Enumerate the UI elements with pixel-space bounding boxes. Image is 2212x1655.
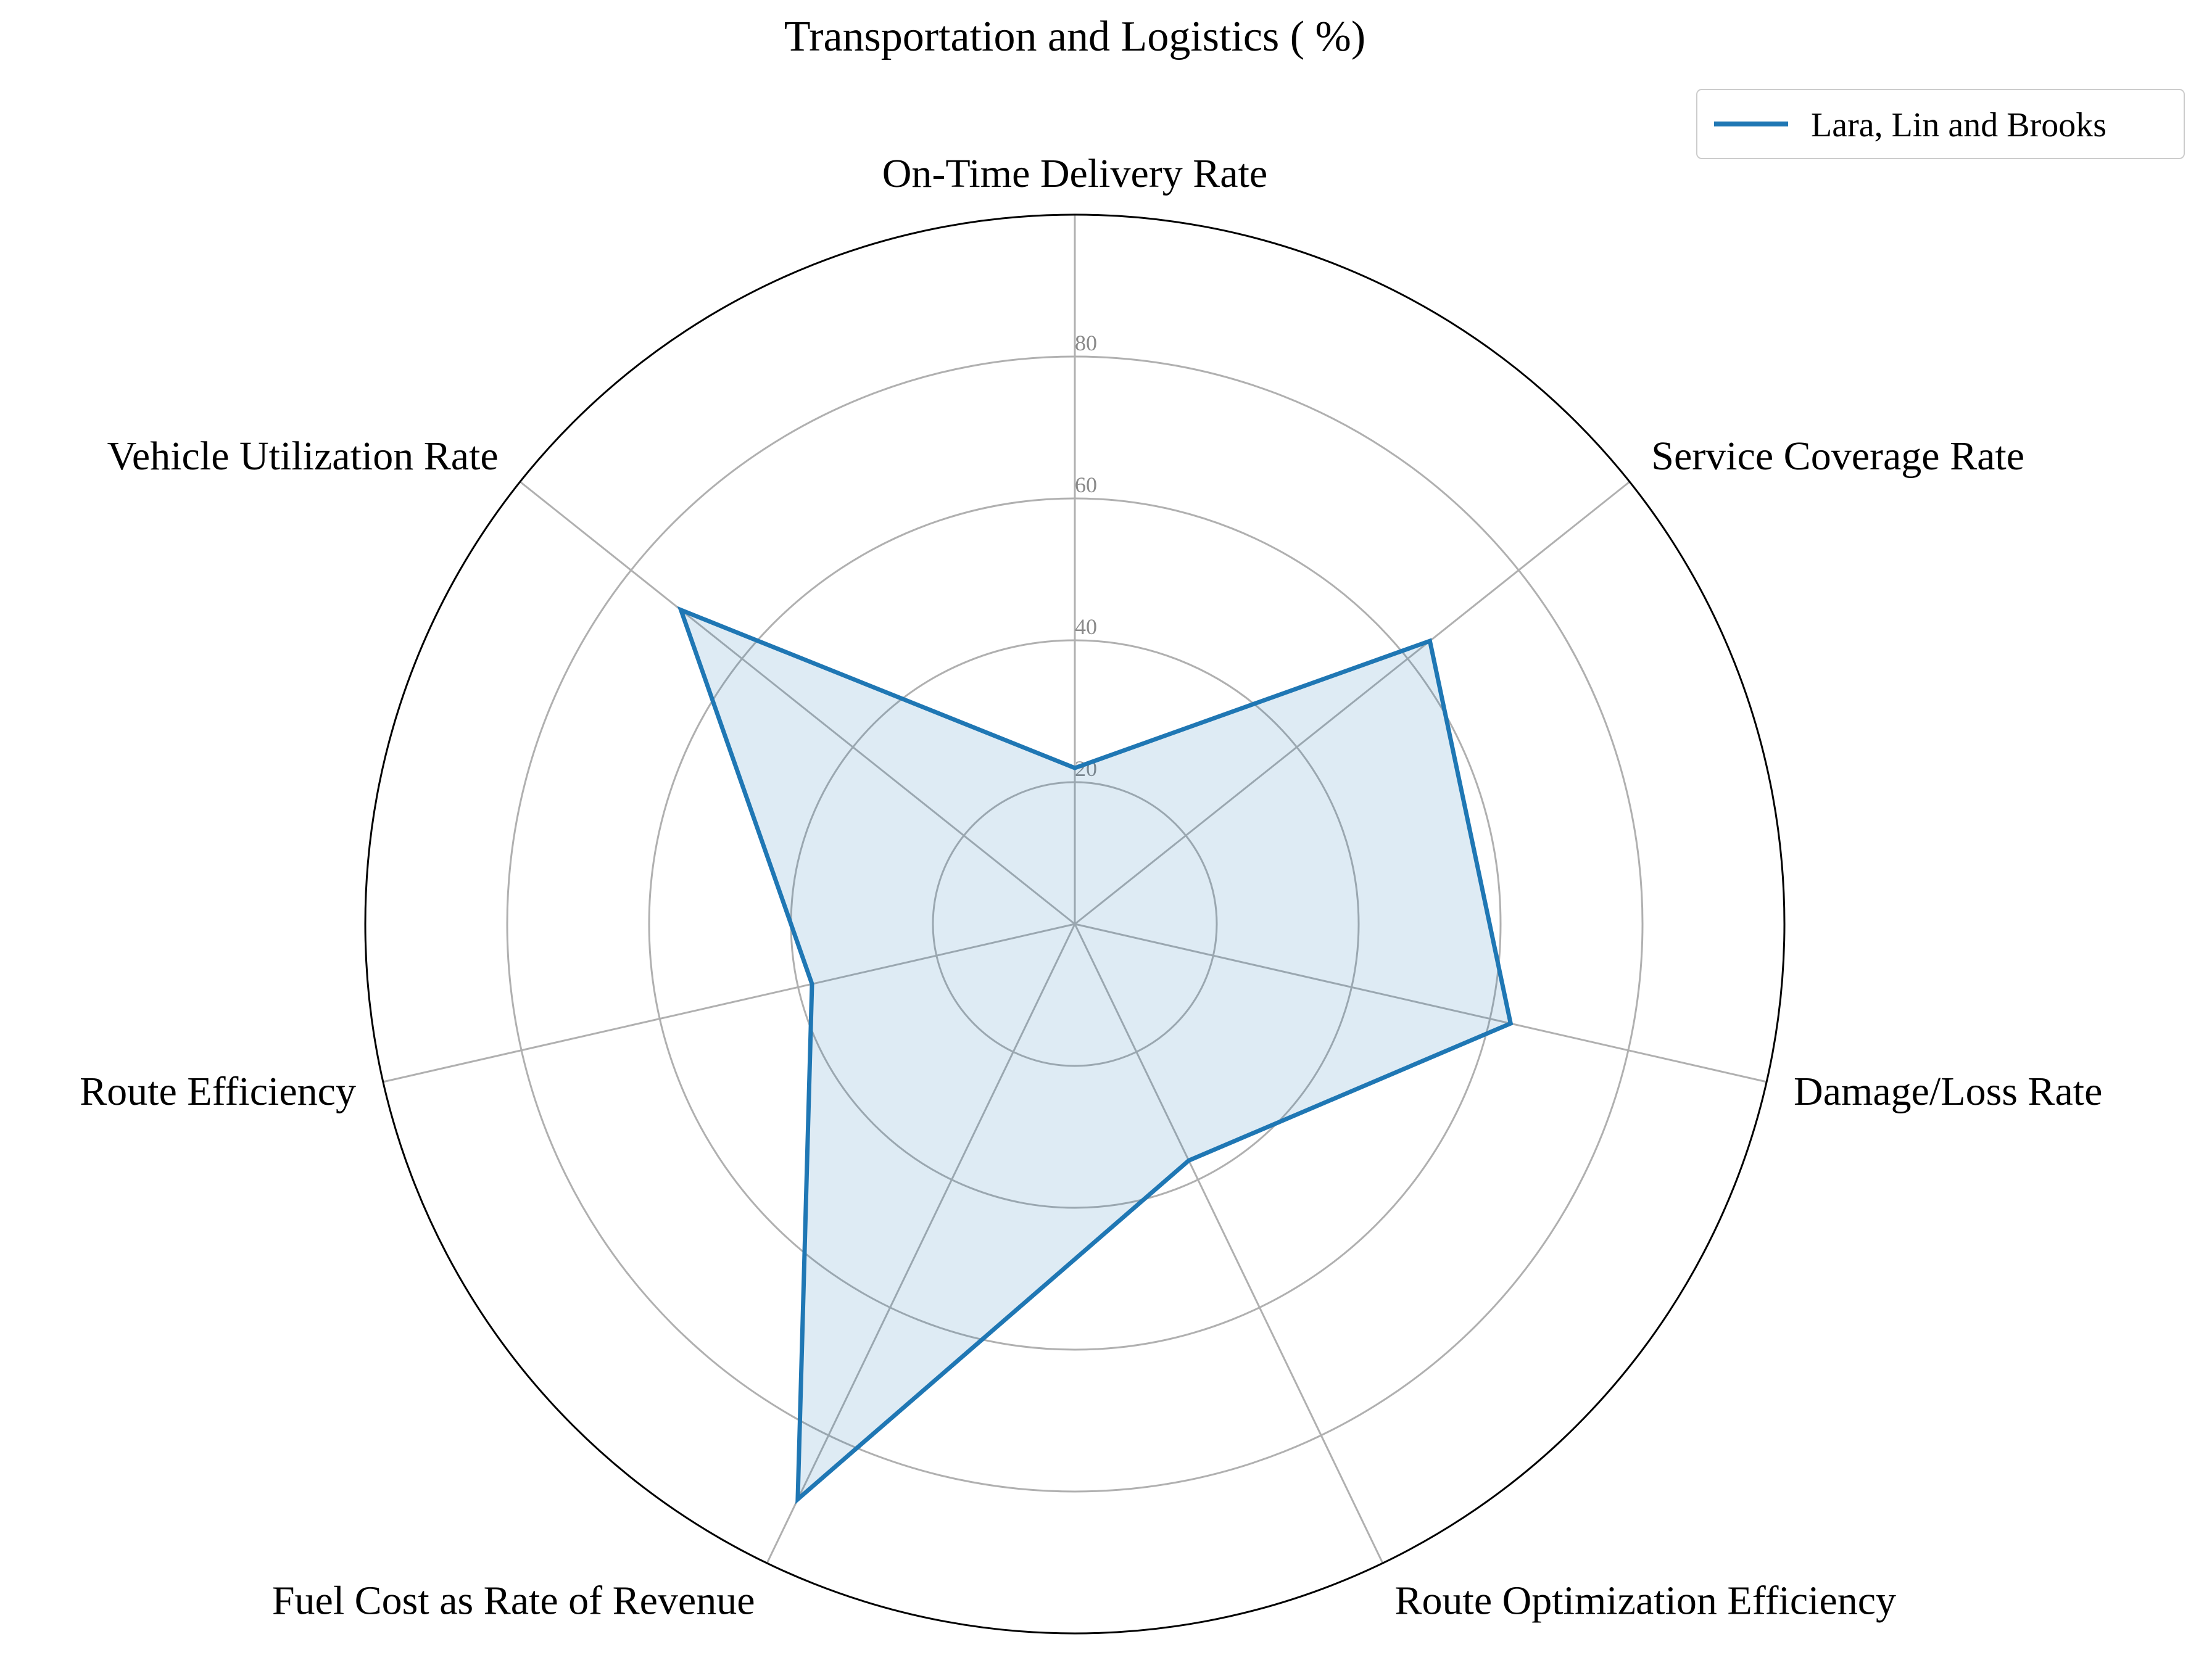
axis-label: On-Time Delivery Rate [882,151,1267,196]
spoke-line [383,923,1075,1083]
tick-label: 60 [1075,473,1097,497]
chart-title: Transportation and Logistics ( %) [784,13,1365,60]
series-line [677,606,1514,1504]
spoke-line [766,923,1076,1564]
legend-box [1696,89,2185,159]
axis-label: Route Efficiency [80,1069,356,1114]
legend: Lara, Lin and Brooks [1696,89,2185,159]
series-layer [677,606,1514,1504]
outer-frame [364,213,1786,1635]
axis-labels: On-Time Delivery Rate Service Coverage Ra… [80,151,2102,1623]
spoke-line [1074,481,1631,925]
axis-label: Fuel Cost as Rate of Revenue [272,1578,755,1623]
spoke-line [1074,923,1384,1564]
spoke-line [519,481,1075,925]
axis-label: Vehicle Utilization Rate [107,434,499,479]
axis-label: Service Coverage Rate [1651,434,2024,479]
legend-label: Lara, Lin and Brooks [1811,106,2106,144]
tick-label: 40 [1075,614,1097,639]
axis-label: Damage/Loss Rate [1794,1069,2102,1114]
series-fill [681,609,1511,1500]
tick-label: 80 [1075,331,1097,355]
spoke-line [1074,923,1767,1083]
axis-label: Route Optimization Efficiency [1394,1578,1896,1623]
